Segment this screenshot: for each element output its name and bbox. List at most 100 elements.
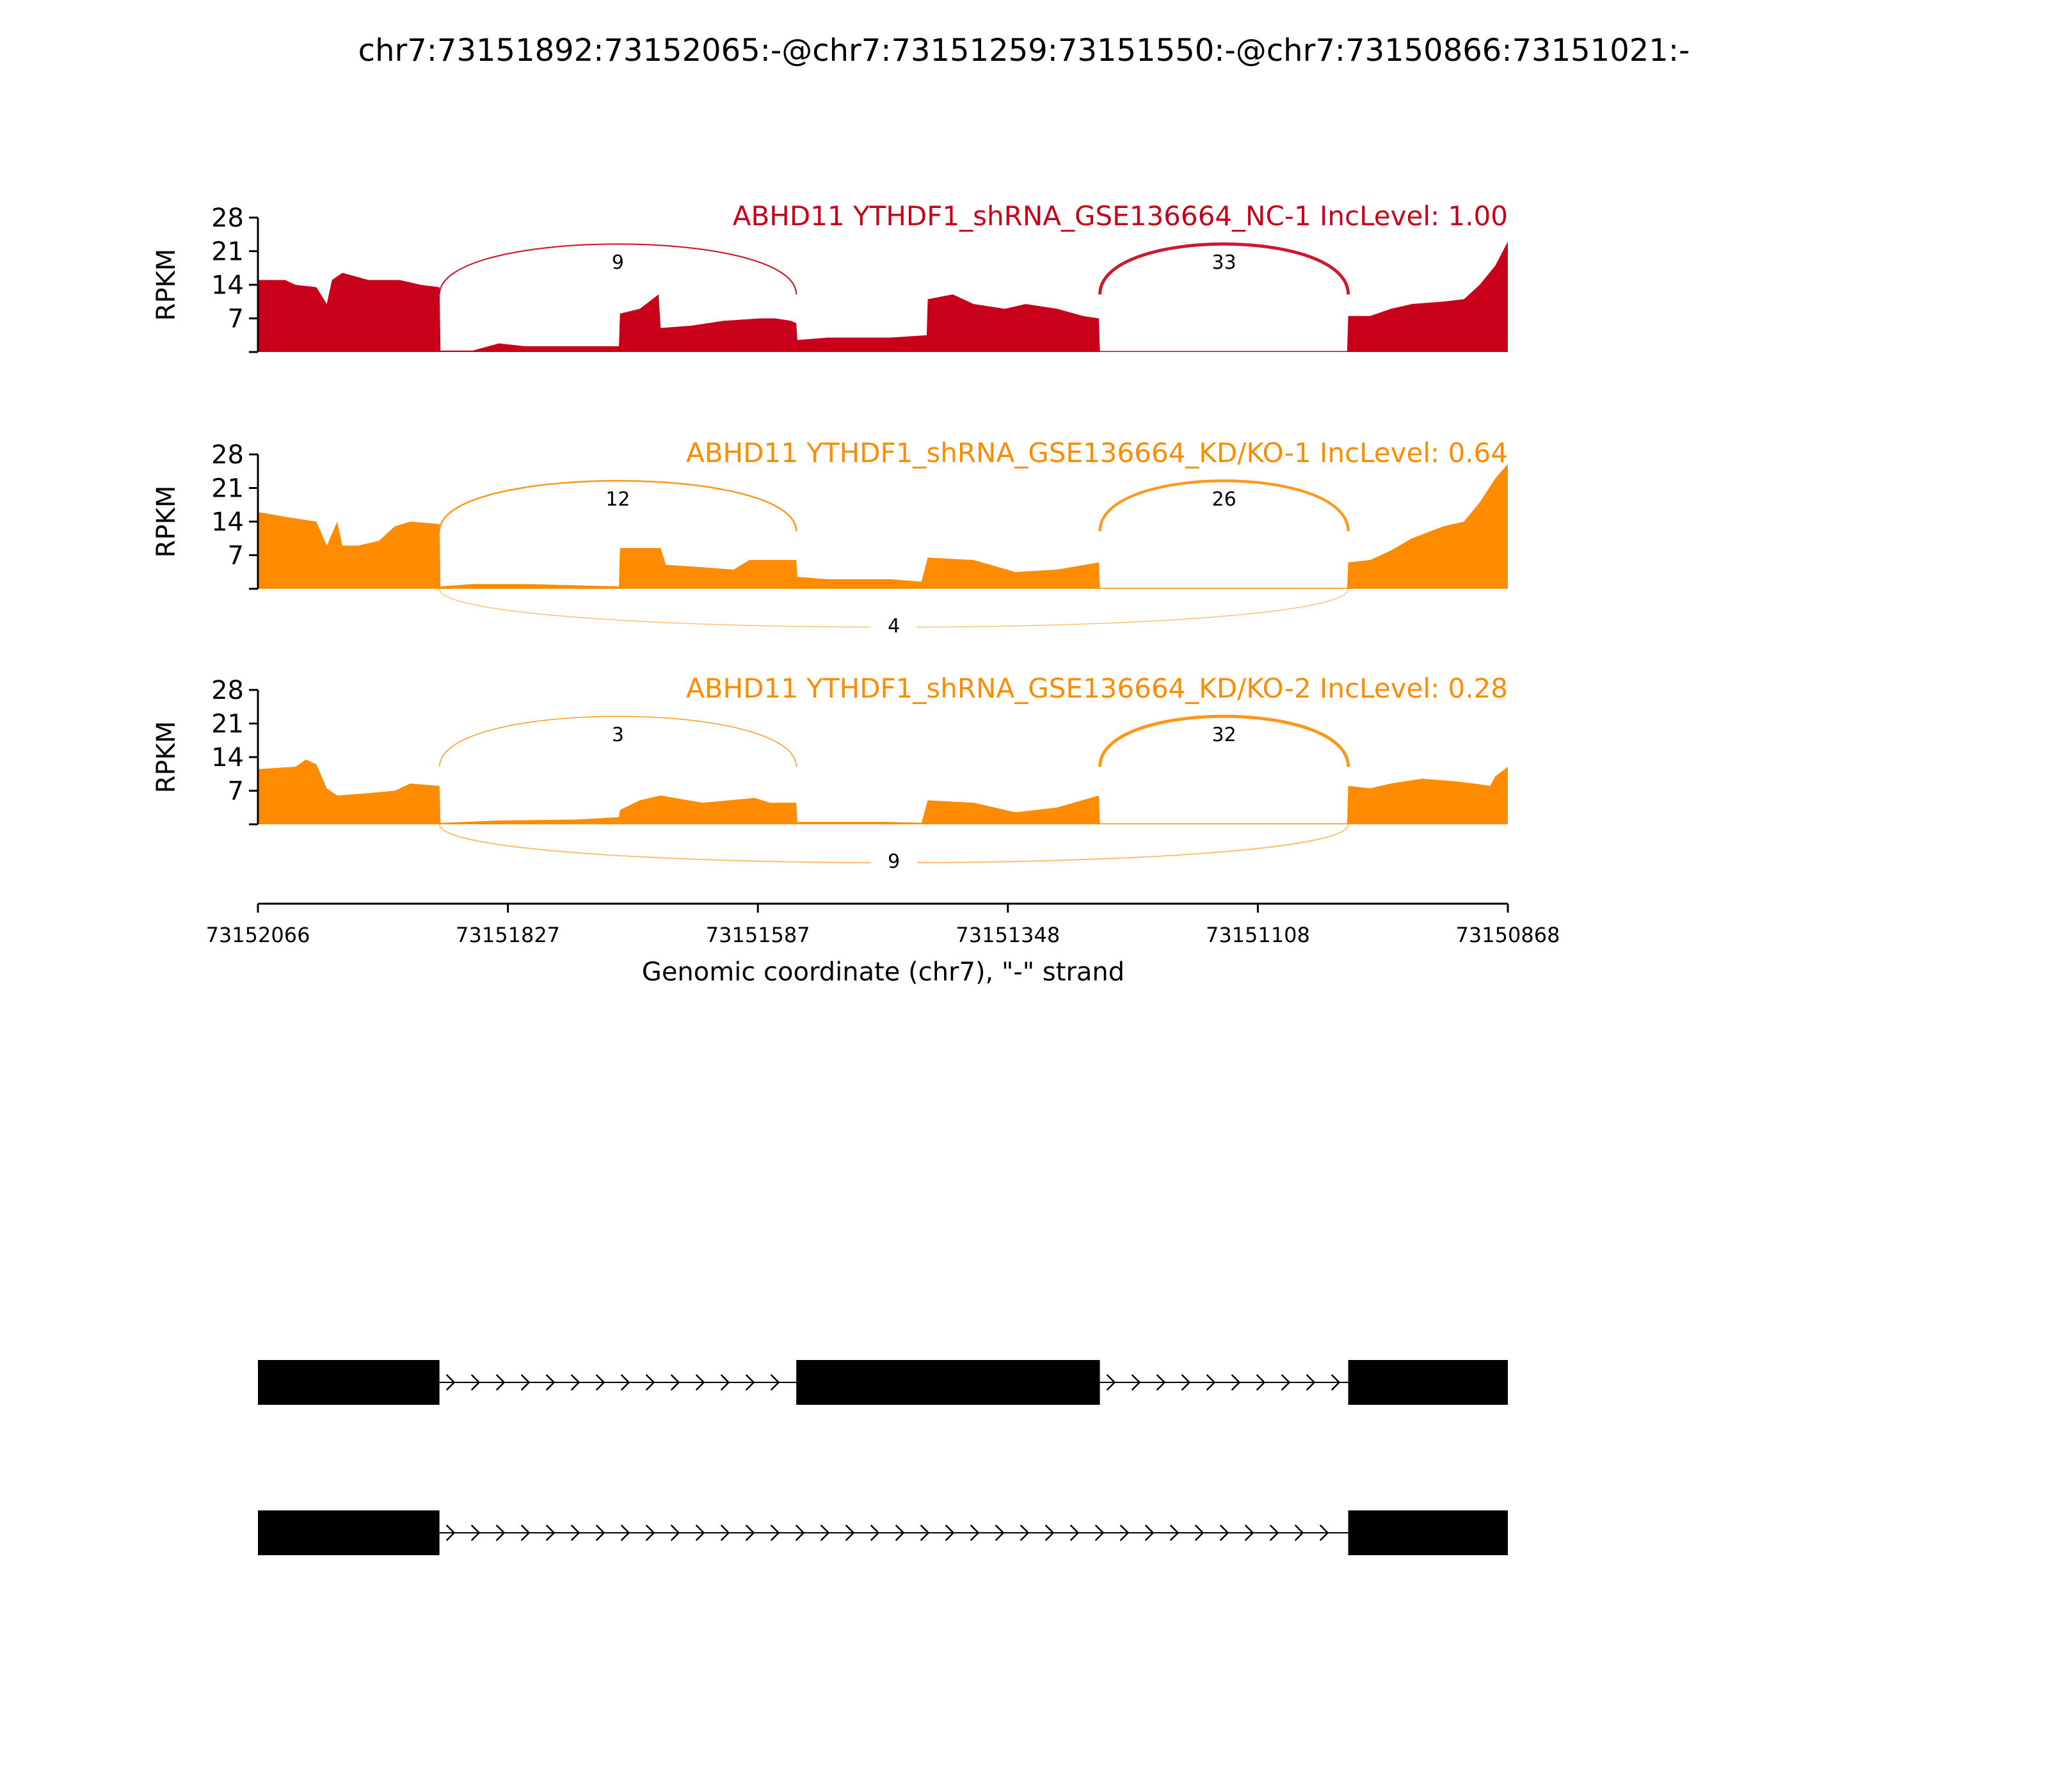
strand-arrow <box>1069 1524 1080 1541</box>
track-title: ABHD11 YTHDF1_shRNA_GSE136664_NC-1 IncLe… <box>733 200 1508 232</box>
strand-arrow <box>720 1524 730 1541</box>
strand-arrow <box>1319 1524 1329 1541</box>
strand-arrow <box>620 1524 630 1541</box>
x-tick-label: 73151348 <box>956 923 1060 947</box>
strand-arrow <box>1306 1374 1316 1391</box>
x-axis-label: Genomic coordinate (chr7), "-" strand <box>642 957 1124 987</box>
junction-label-bg <box>1201 486 1247 509</box>
strand-arrow <box>445 1374 456 1391</box>
strand-arrow <box>1231 1374 1241 1391</box>
x-tick-label: 73151587 <box>706 923 810 947</box>
strand-arrow <box>695 1374 705 1391</box>
strand-arrow <box>1331 1374 1341 1391</box>
strand-arrow <box>645 1524 655 1541</box>
x-tick-label: 73150868 <box>1456 923 1560 947</box>
strand-arrow <box>570 1374 580 1391</box>
y-tick-label: 28 <box>211 204 244 233</box>
strand-arrow <box>720 1374 730 1391</box>
strand-arrow <box>1169 1524 1180 1541</box>
strand-arrow <box>920 1524 930 1541</box>
strand-arrow <box>520 1524 531 1541</box>
strand-arrow <box>745 1524 755 1541</box>
strand-arrow <box>670 1374 680 1391</box>
coverage-area <box>258 759 1508 824</box>
x-tick-label: 73151108 <box>1206 923 1310 947</box>
junction-count-label: 33 <box>1212 252 1236 274</box>
strand-arrow <box>820 1524 830 1541</box>
strand-arrow <box>595 1374 605 1391</box>
x-axis: 73152066 73151827 73151587 73151348 73151108… <box>206 902 1560 947</box>
exon-block <box>258 1510 440 1555</box>
junction-3: 9 <box>438 824 1349 873</box>
chart-title: chr7:73151892:73152065:-@chr7:73151259:7… <box>358 33 1690 68</box>
strand-arrow <box>1156 1374 1166 1391</box>
junction-count-label: 26 <box>1212 488 1236 511</box>
junction-2: 32 <box>1098 714 1350 767</box>
track-1: 9 33 28 21 14 7 RPKM ABHD11 YTHDF1_shRNA_GSE136… <box>152 200 1508 353</box>
x-tick-label: 73151827 <box>456 923 560 947</box>
strand-arrow <box>1219 1524 1229 1541</box>
junction-arc <box>1098 714 1350 767</box>
strand-arrow <box>545 1374 556 1391</box>
strand-arrow <box>470 1374 481 1391</box>
strand-arrow <box>745 1374 755 1391</box>
y-tick-label: 21 <box>211 474 244 504</box>
y-axis-label: RPKM <box>152 249 181 321</box>
y-tick-label: 14 <box>211 743 244 772</box>
strand-arrow <box>1020 1524 1030 1541</box>
y-tick-label: 21 <box>211 237 244 267</box>
strand-arrow <box>520 1374 531 1391</box>
strand-arrow <box>1194 1524 1204 1541</box>
strand-arrow <box>1106 1374 1116 1391</box>
junction-1: 9 <box>438 243 797 295</box>
junction-2: 26 <box>1098 479 1350 532</box>
y-tick-label: 7 <box>228 777 244 806</box>
x-tick-label: 73152066 <box>206 923 310 947</box>
junction-count-label: 9 <box>612 252 624 274</box>
junction-1: 12 <box>438 480 797 532</box>
isoform-1 <box>258 1360 1508 1405</box>
strand-arrow <box>1044 1524 1055 1541</box>
coverage-area <box>258 241 1508 352</box>
junction-count-label: 12 <box>605 488 630 511</box>
junction-arc <box>1098 242 1350 295</box>
track-title: ABHD11 YTHDF1_shRNA_GSE136664_KD/KO-1 In… <box>686 437 1508 468</box>
junction-count-label: 3 <box>612 724 624 746</box>
y-axis-label: RPKM <box>152 721 181 794</box>
junction-label-bg <box>595 250 641 273</box>
y-tick-label: 14 <box>211 271 244 300</box>
track-title: ABHD11 YTHDF1_shRNA_GSE136664_KD/KO-2 In… <box>686 673 1508 704</box>
y-axis: 28 21 14 7 RPKM <box>152 440 259 590</box>
strand-arrow <box>495 1524 506 1541</box>
track-3: 3 32 9 28 21 14 7 RPKM ABHD11 YTHDF1_shRNA_GSE13… <box>152 673 1508 873</box>
isoform-models <box>258 1360 1508 1555</box>
y-tick-label: 28 <box>211 676 244 705</box>
strand-arrow <box>770 1374 780 1391</box>
strand-arrow <box>995 1524 1005 1541</box>
strand-arrow <box>770 1524 780 1541</box>
track-2: 12 26 4 28 21 14 7 RPKM ABHD11 YTHDF1_shRNA_GSE1… <box>152 437 1508 637</box>
junction-2: 33 <box>1098 242 1350 295</box>
junction-label-bg <box>1201 722 1247 745</box>
strand-arrow <box>795 1524 805 1541</box>
y-tick-label: 14 <box>211 508 244 537</box>
y-axis: 28 21 14 7 RPKM <box>152 676 259 826</box>
strand-arrow <box>1269 1524 1279 1541</box>
junction-arc <box>438 243 797 295</box>
strand-arrow <box>620 1374 630 1391</box>
strand-arrow <box>1244 1524 1254 1541</box>
junction-label-bg <box>870 849 917 872</box>
strand-arrow <box>1181 1374 1191 1391</box>
strand-arrow <box>1281 1374 1291 1391</box>
coverage-area <box>258 464 1508 589</box>
junction-arc <box>1098 479 1350 532</box>
strand-arrow <box>695 1524 705 1541</box>
exon-block <box>258 1360 440 1405</box>
y-tick-label: 28 <box>211 440 244 470</box>
strand-arrow <box>470 1524 481 1541</box>
strand-arrow <box>845 1524 855 1541</box>
strand-arrow <box>870 1524 880 1541</box>
exon-block <box>796 1360 1100 1405</box>
coverage-tracks: 9 33 28 21 14 7 RPKM ABHD11 YTHDF1_shRNA_GSE136… <box>152 200 1508 873</box>
